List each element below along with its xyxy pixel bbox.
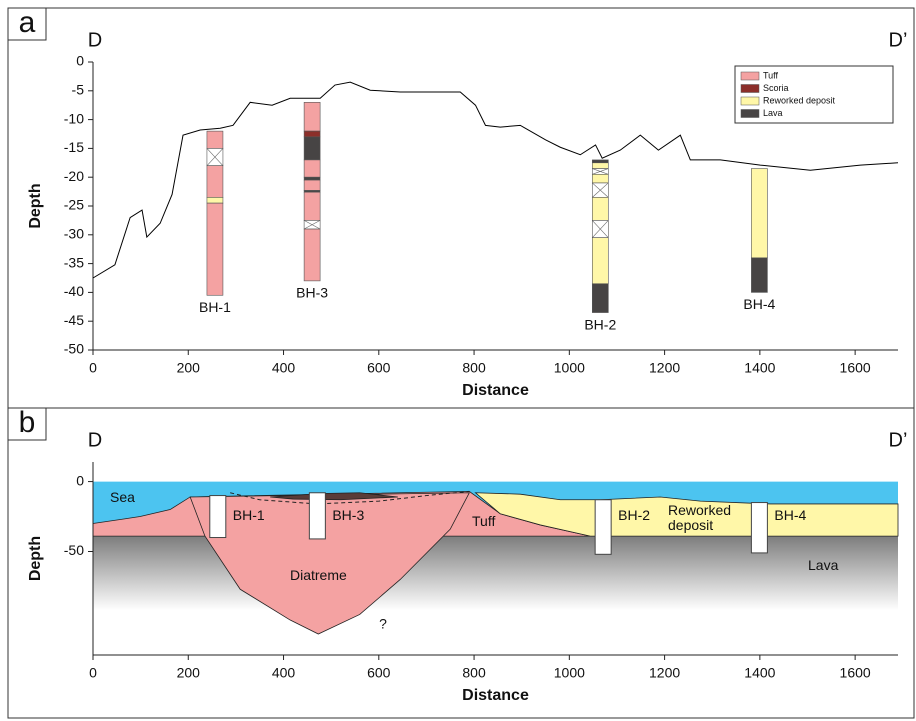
y-tick-label: 0	[76, 472, 84, 488]
x-tick-label: 1000	[554, 665, 585, 681]
section-end-label: D	[88, 429, 102, 451]
x-tick-label: 1000	[554, 360, 585, 376]
y-tick-label: -25	[64, 197, 84, 213]
borehole-layer	[592, 238, 608, 284]
x-tick-label: 1600	[840, 665, 871, 681]
x-tick-label: 0	[89, 665, 97, 681]
x-tick-label: 800	[462, 665, 486, 681]
borehole-label: BH-4	[774, 507, 806, 523]
borehole-layer	[304, 192, 320, 220]
borehole-label: BH-3	[296, 285, 328, 301]
x-tick-label: 1600	[840, 360, 871, 376]
legend-swatch	[741, 85, 759, 93]
x-tick-label: 0	[89, 360, 97, 376]
y-tick-label: -15	[64, 139, 84, 155]
region-label: Diatreme	[290, 568, 347, 583]
borehole-label: BH-1	[199, 299, 231, 315]
panel-label: a	[19, 6, 36, 39]
borehole	[595, 500, 611, 555]
borehole-layer	[207, 166, 223, 198]
section-end-label: D’	[889, 29, 908, 51]
legend-swatch	[741, 97, 759, 105]
x-tick-label: 200	[177, 360, 201, 376]
borehole-layer	[304, 177, 320, 180]
borehole-layer	[592, 197, 608, 220]
x-tick-label: 1400	[744, 360, 775, 376]
borehole-layer	[592, 174, 608, 183]
region-label: Tuff	[472, 514, 495, 529]
y-tick-label: -45	[64, 312, 84, 328]
region-label: Sea	[110, 490, 135, 505]
borehole-layer	[304, 102, 320, 131]
x-axis-label: Distance	[462, 382, 529, 399]
x-tick-label: 1200	[649, 665, 680, 681]
borehole	[751, 503, 767, 553]
borehole-layer	[592, 163, 608, 169]
region-label: Reworked deposit	[668, 503, 748, 533]
borehole-layer	[304, 131, 320, 137]
x-tick-label: 1400	[744, 665, 775, 681]
borehole-layer	[207, 131, 223, 148]
y-tick-label: -50	[64, 542, 84, 558]
section-end-label: D	[88, 29, 102, 51]
borehole-layer	[207, 197, 223, 203]
borehole	[210, 496, 226, 538]
panel-label: b	[19, 406, 36, 439]
x-tick-label: 1200	[649, 360, 680, 376]
y-axis-label: Depth	[27, 183, 44, 228]
x-axis-label: Distance	[462, 687, 529, 704]
y-tick-label: -35	[64, 254, 84, 270]
section-end-label: D’	[889, 429, 908, 451]
legend-label: Scoria	[763, 83, 789, 93]
annotation: ?	[379, 616, 387, 632]
y-tick-label: -5	[72, 82, 85, 98]
x-tick-label: 200	[177, 665, 201, 681]
borehole-label: BH-2	[618, 507, 650, 523]
borehole-layer	[592, 160, 608, 163]
x-tick-label: 400	[272, 360, 296, 376]
legend-swatch	[741, 110, 759, 118]
borehole-layer	[751, 258, 767, 293]
borehole-layer	[751, 169, 767, 258]
region-label: Lava	[808, 558, 838, 573]
x-tick-label: 400	[272, 665, 296, 681]
borehole-layer	[207, 203, 223, 295]
borehole-label: BH-1	[233, 507, 265, 523]
y-tick-label: -20	[64, 168, 84, 184]
x-tick-label: 600	[367, 360, 391, 376]
borehole-layer	[304, 137, 320, 160]
figure: 0 -5 -10 -15 -20 -25 -30 -35 -40 -45 -50 0 200 400 600…	[0, 0, 916, 721]
borehole-layer	[592, 284, 608, 313]
y-tick-label: -30	[64, 226, 84, 242]
y-tick-label: -10	[64, 110, 84, 126]
y-axis-label: Depth	[27, 536, 44, 581]
borehole-layer	[304, 180, 320, 190]
borehole	[309, 493, 325, 539]
borehole-label: BH-2	[584, 316, 616, 332]
borehole-label: BH-3	[332, 507, 364, 523]
y-tick-label: 0	[76, 53, 84, 69]
y-tick-label: -40	[64, 283, 84, 299]
legend-swatch	[741, 72, 759, 80]
borehole-layer	[304, 229, 320, 281]
x-tick-label: 800	[462, 360, 486, 376]
legend-label: Lava	[763, 108, 783, 118]
y-tick-label: -50	[64, 341, 84, 357]
legend-label: Reworked deposit	[763, 95, 836, 105]
legend-label: Tuff	[763, 70, 779, 80]
page: 0 -5 -10 -15 -20 -25 -30 -35 -40 -45 -50 0 200 400 600…	[0, 0, 916, 721]
borehole-layer	[304, 160, 320, 177]
x-tick-label: 600	[367, 665, 391, 681]
borehole-label: BH-4	[743, 296, 775, 312]
